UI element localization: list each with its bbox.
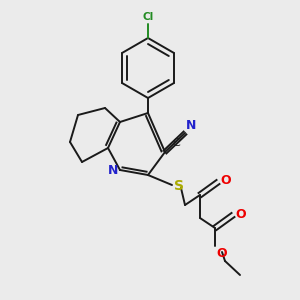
Text: S: S — [174, 179, 184, 193]
Text: O: O — [220, 175, 231, 188]
Text: O: O — [216, 247, 226, 260]
Text: O: O — [235, 208, 246, 220]
Text: Cl: Cl — [142, 12, 154, 22]
Text: N: N — [108, 164, 118, 178]
Text: C: C — [172, 138, 180, 148]
Text: N: N — [186, 119, 196, 132]
